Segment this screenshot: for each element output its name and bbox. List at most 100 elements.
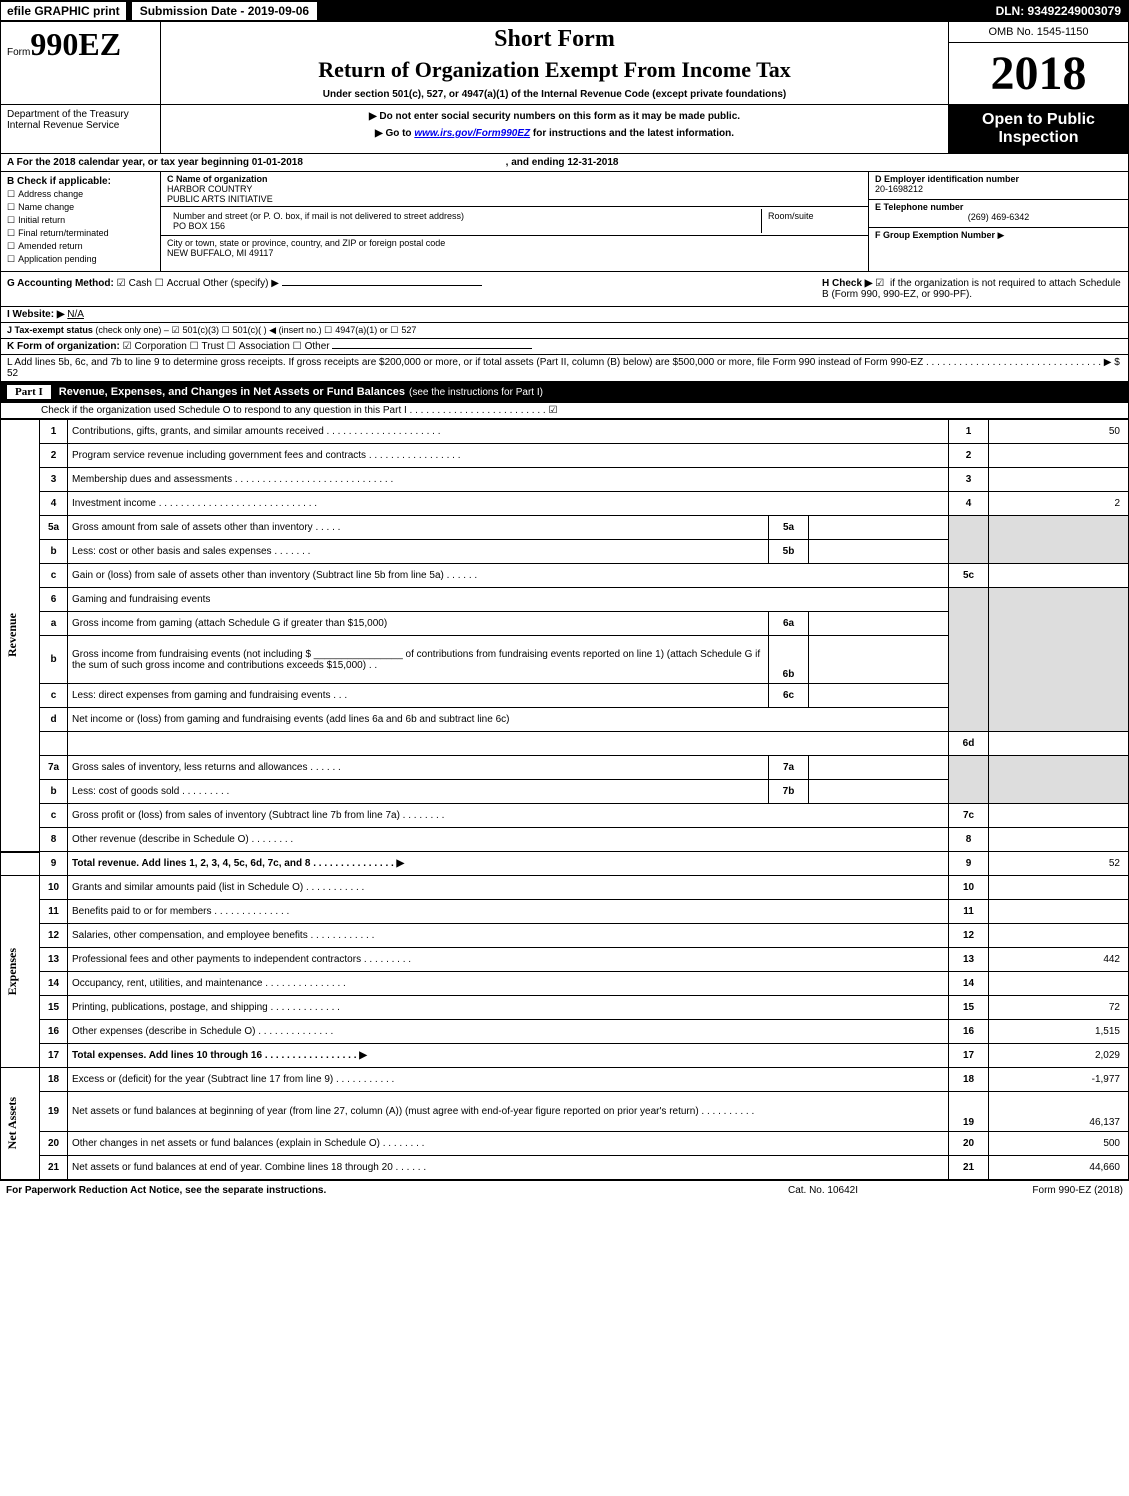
website-value: N/A — [67, 309, 84, 320]
line-desc: Contributions, gifts, grants, and simila… — [68, 420, 949, 444]
tax-exempt-note: (check only one) – — [95, 325, 169, 335]
line-value — [989, 804, 1129, 828]
line-rtnum: 10 — [949, 876, 989, 900]
line-a: A For the 2018 calendar year, or tax yea… — [0, 154, 1129, 172]
cb-501c3[interactable]: 501(c)(3) — [171, 325, 219, 335]
line-desc: Printing, publications, postage, and shi… — [68, 996, 949, 1020]
line-num: 16 — [40, 1020, 68, 1044]
line-num: 17 — [40, 1044, 68, 1068]
table-row: 17Total expenses. Add lines 10 through 1… — [1, 1044, 1129, 1068]
line-num: 20 — [40, 1132, 68, 1156]
line-value: 442 — [989, 948, 1129, 972]
line-desc: Occupancy, rent, utilities, and maintena… — [68, 972, 949, 996]
instructions-link[interactable]: www.irs.gov/Form990EZ — [414, 128, 530, 139]
cb-501c[interactable]: 501(c)( ) ◀ (insert no.) — [222, 325, 322, 335]
cb-trust[interactable]: Trust — [190, 341, 224, 352]
open-to-public-badge: Open to Public Inspection — [948, 105, 1128, 153]
efile-button[interactable]: efile GRAPHIC print — [0, 1, 127, 21]
other-org-input[interactable] — [332, 348, 532, 349]
dept-treasury: Department of the Treasury — [7, 109, 154, 120]
cb-other-org[interactable]: Other — [293, 341, 330, 352]
line-num: 8 — [40, 828, 68, 852]
shaded-cell — [949, 588, 989, 732]
line-num: c — [40, 564, 68, 588]
table-row: 9Total revenue. Add lines 1, 2, 3, 4, 5c… — [1, 852, 1129, 876]
table-row: 14Occupancy, rent, utilities, and mainte… — [1, 972, 1129, 996]
group-exemption-arrow: ▶ — [998, 230, 1005, 240]
org-name-line2: PUBLIC ARTS INITIATIVE — [167, 194, 862, 204]
line-value: 72 — [989, 996, 1129, 1020]
line-desc: Gross profit or (loss) from sales of inv… — [68, 804, 949, 828]
line-rtnum: 16 — [949, 1020, 989, 1044]
cb-application-pending[interactable]: Application pending — [7, 254, 154, 265]
line-desc: Gross sales of inventory, less returns a… — [68, 756, 769, 780]
omb-number: OMB No. 1545-1150 — [949, 22, 1128, 43]
line-rtnum: 8 — [949, 828, 989, 852]
cb-final-return[interactable]: Final return/terminated — [7, 228, 154, 239]
line-rtnum: 3 — [949, 468, 989, 492]
cb-h-check[interactable] — [875, 278, 887, 289]
cb-other[interactable]: Other (specify) ▶ — [203, 278, 279, 289]
table-row: 4Investment income . . . . . . . . . . .… — [1, 492, 1129, 516]
street-label: Number and street (or P. O. box, if mail… — [173, 211, 755, 221]
line-num: 14 — [40, 972, 68, 996]
line-rtnum: 21 — [949, 1156, 989, 1180]
cb-address-change[interactable]: Address change — [7, 189, 154, 200]
table-row: 12Salaries, other compensation, and empl… — [1, 924, 1129, 948]
line-midnum: 6b — [769, 636, 809, 684]
h-check-label: H Check ▶ — [822, 278, 872, 289]
row-l: L Add lines 5b, 6c, and 7b to line 9 to … — [0, 355, 1129, 382]
dln-number: DLN: 93492249003079 — [988, 2, 1129, 20]
row-g-h: G Accounting Method: Cash Accrual Other … — [0, 272, 1129, 307]
cb-corporation[interactable]: Corporation — [123, 341, 187, 352]
table-row: 6Gaming and fundraising events — [1, 588, 1129, 612]
line-value: 44,660 — [989, 1156, 1129, 1180]
part-subtitle: (see the instructions for Part I) — [409, 387, 543, 398]
cb-amended-return[interactable]: Amended return — [7, 241, 154, 252]
revenue-side-label: Revenue — [5, 613, 20, 657]
shaded-cell — [989, 516, 1129, 564]
line-desc: Gross income from fundraising events (no… — [68, 636, 769, 684]
other-specify-input[interactable] — [282, 285, 482, 286]
expenses-side-label: Expenses — [5, 948, 20, 995]
line-midnum: 5b — [769, 540, 809, 564]
table-row: 19Net assets or fund balances at beginni… — [1, 1092, 1129, 1132]
cb-4947a1[interactable]: 4947(a)(1) or — [324, 325, 388, 335]
line-midval — [809, 612, 949, 636]
form-prefix: Form — [7, 47, 30, 58]
table-row: 2Program service revenue including gover… — [1, 444, 1129, 468]
line-num: 12 — [40, 924, 68, 948]
line-desc: Grants and similar amounts paid (list in… — [68, 876, 949, 900]
part-title: Revenue, Expenses, and Changes in Net As… — [59, 386, 405, 398]
line-rtnum: 1 — [949, 420, 989, 444]
cb-initial-return[interactable]: Initial return — [7, 215, 154, 226]
form-code: 990EZ — [30, 26, 121, 62]
cb-name-change[interactable]: Name change — [7, 202, 154, 213]
city-label: City or town, state or province, country… — [167, 238, 862, 248]
line-a-begin: A For the 2018 calendar year, or tax yea… — [7, 157, 303, 168]
line-num: d — [40, 708, 68, 732]
table-row: 5aGross amount from sale of assets other… — [1, 516, 1129, 540]
note-goto-pre: ▶ Go to — [375, 128, 414, 139]
line-num: a — [40, 612, 68, 636]
phone-label: E Telephone number — [875, 202, 963, 212]
accounting-method-label: G Accounting Method: — [7, 278, 114, 289]
line-desc: Less: cost or other basis and sales expe… — [68, 540, 769, 564]
group-exemption-label: F Group Exemption Number — [875, 230, 995, 240]
form-of-org-label: K Form of organization: — [7, 341, 120, 352]
line-num: 21 — [40, 1156, 68, 1180]
cb-accrual[interactable]: Accrual — [155, 278, 200, 289]
cb-association[interactable]: Association — [227, 341, 290, 352]
line-midval — [809, 780, 949, 804]
row-i: I Website: ▶ N/A — [0, 307, 1129, 323]
line-rtnum: 15 — [949, 996, 989, 1020]
footer-catalog: Cat. No. 10642I — [723, 1185, 923, 1196]
line-value: 1,515 — [989, 1020, 1129, 1044]
cb-527[interactable]: 527 — [390, 325, 416, 335]
line-rtnum: 9 — [949, 852, 989, 876]
line-rtnum: 12 — [949, 924, 989, 948]
line-num: 15 — [40, 996, 68, 1020]
table-row: 6d — [1, 732, 1129, 756]
cb-cash[interactable]: Cash — [117, 278, 152, 289]
footer-paperwork: For Paperwork Reduction Act Notice, see … — [6, 1185, 723, 1196]
